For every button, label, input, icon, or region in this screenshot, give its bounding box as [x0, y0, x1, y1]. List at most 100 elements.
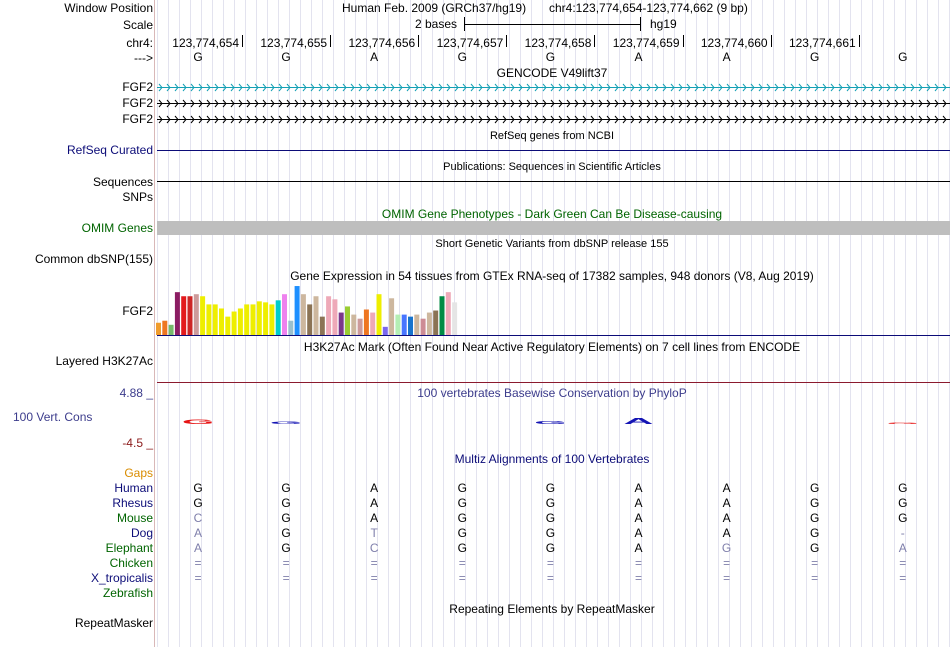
gtex-tissue-bar[interactable] [395, 314, 401, 335]
strand-arrow [262, 99, 267, 108]
gencode-gene-1-label[interactable]: FGF2 [122, 80, 153, 94]
window-position-label: Window Position [64, 1, 153, 15]
gtex-tissue-bar[interactable] [256, 301, 262, 335]
gtex-tissue-bar[interactable] [439, 296, 445, 335]
refseq-gene-line[interactable] [157, 150, 950, 151]
gtex-tissue-bar[interactable] [376, 294, 382, 335]
gtex-tissue-bar[interactable] [225, 316, 231, 335]
strand-arrow [878, 83, 883, 92]
strand-arrow [606, 83, 611, 92]
strand-arrow [710, 115, 715, 124]
gtex-tissue-bar[interactable] [420, 318, 426, 335]
gtex-tissue-bar[interactable] [351, 314, 357, 335]
gtex-tissue-bar[interactable] [300, 294, 306, 335]
strand-arrow [590, 99, 595, 108]
strand-arrow [254, 83, 259, 92]
position-readout[interactable]: chr4:123,774,654-123,774,662 (9 bp) [549, 1, 748, 15]
gtex-tissue-bar[interactable] [237, 308, 243, 335]
gtex-tissue-bar[interactable] [313, 296, 319, 335]
gtex-tissue-bar[interactable] [244, 304, 250, 335]
species-label-mouse[interactable]: Mouse [116, 511, 153, 525]
gtex-tissue-bar[interactable] [263, 302, 269, 335]
phylop-label[interactable]: 100 Vert. Cons [13, 410, 93, 424]
gtex-tissue-bar[interactable] [206, 304, 212, 335]
gtex-tissue-bar[interactable] [445, 292, 451, 335]
repeatmasker-label[interactable]: RepeatMasker [74, 616, 153, 630]
gtex-label[interactable]: FGF2 [122, 304, 153, 318]
gtex-tissue-bar[interactable] [452, 302, 458, 335]
strand-arrow [230, 83, 235, 92]
species-label-human[interactable]: Human [114, 481, 153, 495]
gtex-tissue-bar[interactable] [294, 286, 300, 335]
gtex-tissue-bar[interactable] [156, 322, 161, 335]
gtex-tissue-bar[interactable] [345, 306, 350, 335]
strand-arrow [750, 83, 755, 92]
grid-line [674, 0, 675, 647]
species-label-rhesus[interactable]: Rhesus [112, 496, 153, 510]
species-label-x_tropicalis[interactable]: X_tropicalis [90, 571, 153, 585]
gtex-tissue-bar[interactable] [275, 300, 281, 335]
omim-label[interactable]: OMIM Genes [81, 221, 153, 235]
gtex-tissue-bar[interactable] [250, 304, 256, 335]
gtex-tissue-bar[interactable] [389, 298, 395, 335]
species-label-chicken[interactable]: Chicken [109, 556, 153, 570]
species-label-dog[interactable]: Dog [130, 526, 153, 540]
gtex-tissue-bar[interactable] [212, 304, 218, 335]
gtex-tissue-bar[interactable] [408, 316, 413, 335]
h3k27ac-label[interactable]: Layered H3K27Ac [55, 354, 153, 368]
gtex-tissue-bar[interactable] [269, 304, 275, 335]
gencode-gene-2-label[interactable]: FGF2 [122, 96, 153, 110]
gtex-tissue-bar[interactable] [414, 314, 420, 335]
gtex-tissue-bar[interactable] [174, 292, 180, 335]
dbsnp-label[interactable]: Common dbSNP(155) [34, 252, 153, 266]
alignment-base: G [545, 481, 556, 495]
gencode-gene-3-label[interactable]: FGF2 [122, 112, 153, 126]
strand-arrow [702, 115, 707, 124]
gtex-tissue-bar[interactable] [338, 312, 344, 335]
gtex-tissue-bar[interactable] [332, 299, 338, 335]
gtex-tissue-bar[interactable] [370, 312, 376, 335]
gtex-tissue-bar[interactable] [319, 316, 325, 335]
publications-label[interactable]: Sequences [92, 175, 153, 189]
strand-arrow [758, 99, 763, 108]
gtex-tissue-bar[interactable] [426, 312, 432, 335]
gtex-tissue-bar[interactable] [231, 311, 237, 335]
snps-label[interactable]: SNPs [122, 190, 153, 204]
gencode-transcript-3[interactable] [157, 114, 950, 125]
gtex-tissue-bar[interactable] [193, 294, 199, 335]
publications-line[interactable] [157, 181, 950, 182]
gtex-tissue-bar[interactable] [288, 320, 294, 335]
species-label-zebrafish[interactable]: Zebrafish [102, 586, 153, 600]
gtex-tissue-bar[interactable] [401, 314, 407, 335]
gtex-tissue-bar[interactable] [307, 304, 313, 335]
grid-line [586, 0, 587, 647]
gtex-tissue-bar[interactable] [219, 308, 224, 335]
alignment-base: A [634, 496, 643, 510]
gtex-tissue-bar[interactable] [433, 310, 439, 335]
gtex-tissue-bar[interactable] [162, 320, 168, 335]
alignment-base: G [810, 541, 820, 555]
strand-arrow [862, 115, 867, 124]
gtex-tissue-bar[interactable] [168, 324, 174, 335]
gtex-bar-chart[interactable] [156, 284, 536, 335]
gtex-tissue-bar[interactable] [382, 326, 388, 335]
gtex-tissue-bar[interactable] [282, 294, 287, 335]
grid-line [685, 0, 686, 647]
gencode-transcript-1[interactable] [157, 82, 950, 93]
gencode-transcript-2[interactable] [157, 98, 950, 109]
gtex-tissue-bar[interactable] [326, 296, 332, 335]
gaps-label[interactable]: Gaps [124, 466, 153, 480]
gtex-tissue-bar[interactable] [187, 296, 193, 335]
strand-arrow [846, 115, 851, 124]
omim-gene-bar[interactable] [157, 221, 950, 235]
gtex-tissue-bar[interactable] [363, 309, 369, 336]
strand-arrow [302, 115, 307, 124]
gtex-tissue-bar[interactable] [200, 296, 206, 335]
strand-arrow [742, 115, 747, 124]
gtex-tissue-bar[interactable] [357, 318, 363, 335]
species-label-elephant[interactable]: Elephant [105, 541, 153, 555]
strand-arrow [502, 83, 507, 92]
refseq-label[interactable]: RefSeq Curated [66, 143, 153, 157]
gtex-tissue-bar[interactable] [181, 296, 187, 335]
